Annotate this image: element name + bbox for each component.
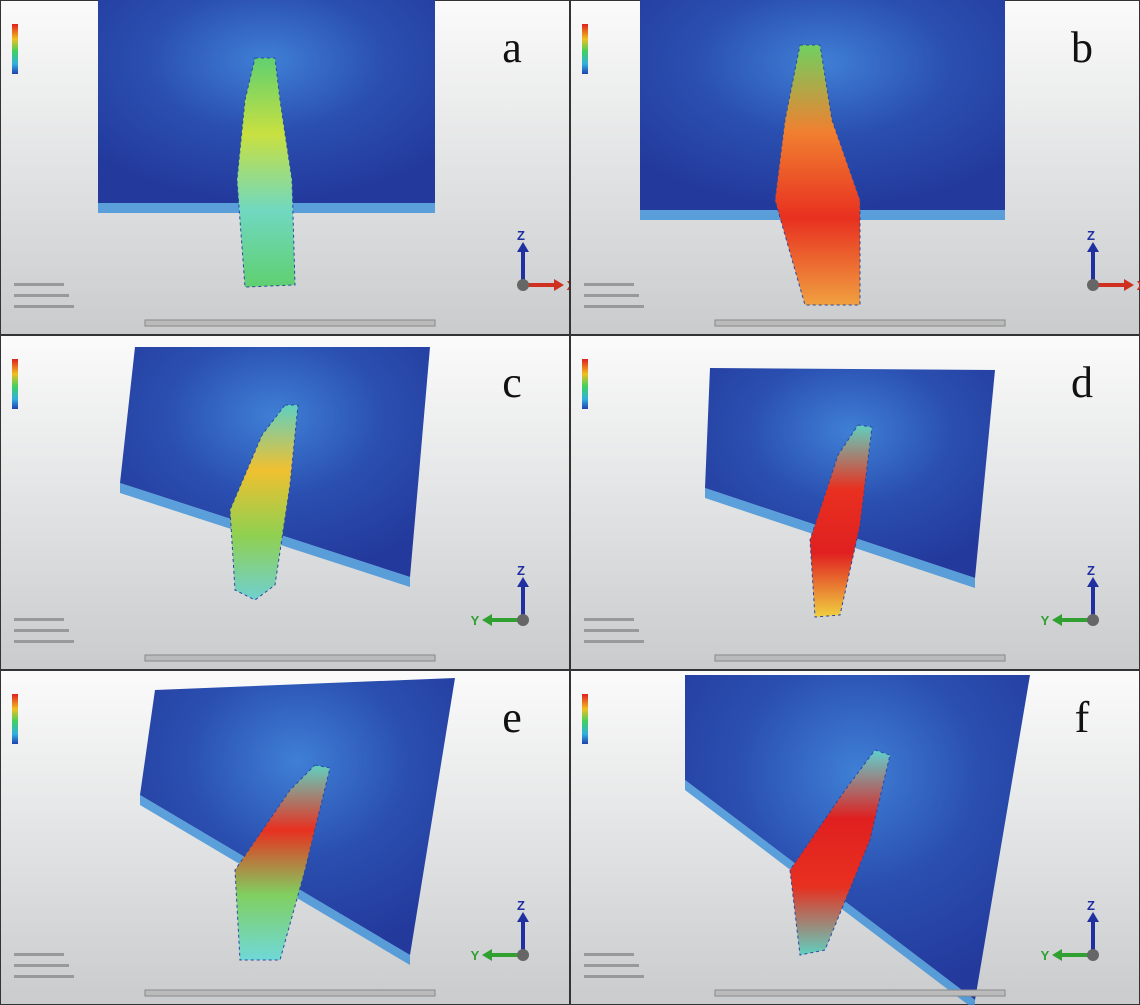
panel-label: b bbox=[1071, 23, 1093, 72]
axis-label: Z bbox=[517, 563, 525, 578]
panel: d Z Y bbox=[570, 335, 1140, 670]
info-text-line bbox=[14, 629, 69, 632]
panel-label: e bbox=[502, 693, 522, 742]
axis-label: Y bbox=[471, 948, 480, 963]
legend-colorbar bbox=[582, 24, 588, 74]
figure: aZXbZXcZYdZYeZYfZY bbox=[0, 0, 1140, 1005]
axis-origin bbox=[1087, 949, 1099, 961]
info-text-line bbox=[584, 294, 639, 297]
axis-label: Z bbox=[517, 228, 525, 243]
panel: b Z X bbox=[570, 0, 1140, 335]
info-text-line bbox=[14, 640, 74, 643]
panel: aZX bbox=[0, 0, 576, 335]
panel-label: c bbox=[502, 358, 522, 407]
info-text-line bbox=[584, 618, 634, 621]
panel-label: f bbox=[1075, 693, 1090, 742]
info-text-line bbox=[584, 629, 639, 632]
panels: aZXbZXcZYdZYeZYfZY bbox=[0, 0, 1140, 1005]
axis-origin bbox=[517, 279, 529, 291]
info-text-line bbox=[584, 953, 634, 956]
axis-origin bbox=[1087, 279, 1099, 291]
axis-label: X bbox=[1137, 278, 1140, 293]
scale-bar bbox=[145, 990, 435, 996]
info-text-line bbox=[14, 283, 64, 286]
scale-bar bbox=[715, 990, 1005, 996]
info-text-line bbox=[584, 305, 644, 308]
scale-bar bbox=[145, 655, 435, 661]
info-text-line bbox=[584, 640, 644, 643]
info-text-line bbox=[14, 975, 74, 978]
info-text-line bbox=[584, 964, 639, 967]
legend-colorbar bbox=[12, 359, 18, 409]
info-text-line bbox=[14, 953, 64, 956]
axis-label: Y bbox=[1041, 948, 1050, 963]
axis-origin bbox=[517, 614, 529, 626]
panel: e Z Y bbox=[0, 670, 570, 1005]
panel-label: a bbox=[502, 23, 522, 72]
axis-origin bbox=[517, 949, 529, 961]
scale-bar bbox=[715, 320, 1005, 326]
panel: f Z Y bbox=[570, 670, 1140, 1005]
axis-label: Z bbox=[1087, 228, 1095, 243]
axis-label: Z bbox=[1087, 563, 1095, 578]
info-text-line bbox=[584, 283, 634, 286]
axis-label: Z bbox=[517, 898, 525, 913]
legend-colorbar bbox=[582, 694, 588, 744]
info-text-line bbox=[14, 964, 69, 967]
axis-label: Z bbox=[1087, 898, 1095, 913]
panel-label: d bbox=[1071, 358, 1093, 407]
legend-colorbar bbox=[12, 694, 18, 744]
info-text-line bbox=[14, 294, 69, 297]
info-text-line bbox=[14, 305, 74, 308]
axis-label: Y bbox=[471, 613, 480, 628]
info-text-line bbox=[584, 975, 644, 978]
info-text-line bbox=[14, 618, 64, 621]
scale-bar bbox=[145, 320, 435, 326]
scale-bar bbox=[715, 655, 1005, 661]
legend-colorbar bbox=[12, 24, 18, 74]
axis-origin bbox=[1087, 614, 1099, 626]
legend-colorbar bbox=[582, 359, 588, 409]
axis-label: Y bbox=[1041, 613, 1050, 628]
panel: c Z Y bbox=[0, 335, 570, 670]
